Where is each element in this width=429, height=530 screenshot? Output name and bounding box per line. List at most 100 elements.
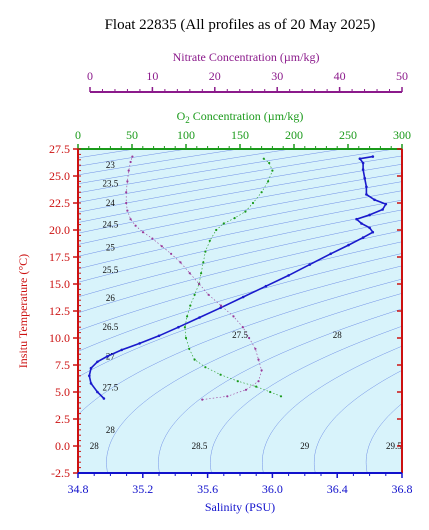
oxygen-axis-title-rest: Concentration (µm/kg): [190, 109, 304, 123]
density-contour-label-8: 27: [106, 351, 116, 361]
series-oxygen-point-3: [236, 380, 239, 383]
series-salinity-point-6: [105, 355, 109, 358]
series-salinity-point-26: [384, 202, 388, 206]
density-contour-label-7: 26.5: [103, 322, 119, 332]
series-salinity-point-23: [355, 217, 358, 221]
density-contour-line-21: [78, 253, 402, 352]
series-salinity-point-18: [347, 243, 350, 247]
series-nitrate-point-5: [257, 358, 260, 361]
density-contour-line-30: [418, 133, 429, 479]
density-contour-line-23: [78, 278, 402, 416]
series-nitrate-point-8: [241, 326, 244, 329]
series-salinity-point-15: [287, 274, 290, 277]
salinity-tick-label-5: 36.8: [392, 482, 413, 496]
series-nitrate-point-21: [126, 209, 129, 212]
series-nitrate-point-15: [170, 252, 173, 255]
density-contour-labels: 23 23.5 24 24.5 25 25.5 26 26.5 27 27.5 28 27.5 28 28…: [90, 160, 403, 451]
series-nitrate-line: [125, 156, 262, 400]
series-oxygen-point-19: [222, 222, 225, 225]
series-oxygen-point-9: [183, 326, 186, 329]
series-oxygen-point-7: [188, 347, 191, 350]
series-salinity-point-25: [381, 208, 384, 211]
series-salinity-point-4: [89, 366, 93, 370]
density-contour-line-27: [262, 345, 402, 473]
density-contour-label-1: 23.5: [103, 179, 119, 189]
temperature-tick-label-12: 27.5: [49, 142, 70, 156]
temperature-axis-title: Insitu Temperature (°C): [16, 254, 30, 368]
series-nitrate-point-16: [160, 245, 163, 248]
series-nitrate-point-12: [198, 282, 201, 286]
series-salinity-point-33: [358, 157, 362, 160]
density-contour-line-10: [78, 149, 397, 203]
oxygen-tick-label-2: 100: [177, 128, 195, 142]
series-nitrate-point-11: [207, 293, 210, 296]
density-contour-label-6: 26: [106, 293, 116, 303]
density-contour-label-3: 24.5: [103, 220, 119, 230]
series-salinity-point-13: [241, 295, 245, 299]
salinity-tick-label-0: 34.8: [68, 482, 89, 496]
density-contour-line-14: [78, 181, 402, 245]
series-nitrate-point-24: [126, 180, 129, 183]
density-contour-line-29: [365, 403, 402, 473]
series-salinity-point-8: [138, 342, 141, 345]
density-contour-line-2: [0, 133, 87, 479]
series-nitrate-point-26: [129, 160, 132, 164]
series-salinity-point-29: [365, 185, 368, 189]
series-oxygen-point-18: [215, 228, 218, 232]
series-salinity-point-28: [365, 193, 368, 196]
series-nitrate-point-17: [151, 237, 154, 240]
temperature-tick-label-4: 7.5: [55, 358, 70, 372]
series-nitrate-point-1: [226, 395, 229, 398]
series-salinity-point-19: [361, 236, 365, 239]
series-salinity-point-9: [157, 334, 161, 338]
series-salinity-point-24: [368, 213, 371, 217]
series-oxygen-point-14: [200, 272, 203, 275]
series-salinity-point-34: [371, 155, 375, 158]
series-oxygen-point-15: [202, 261, 205, 264]
series-nitrate-point-27: [131, 155, 134, 158]
series-oxygen-point-26: [268, 161, 271, 165]
density-contour-line-12: [78, 163, 402, 223]
series-oxygen-point-27: [262, 157, 265, 160]
series-nitrate-point-10: [219, 304, 223, 307]
salinity-tick-label-2: 35.6: [197, 482, 218, 496]
series-nitrate-point-14: [179, 261, 182, 264]
temperature-tick-label-8: 17.5: [49, 250, 70, 264]
temperature-tick-label-5: 10.0: [49, 331, 70, 345]
series-salinity-point-32: [361, 161, 365, 165]
series-nitrate-point-4: [260, 369, 263, 372]
chart-title: Float 22835 (All profiles as of 20 May 2…: [105, 17, 376, 33]
density-contour-label-10: 28: [106, 425, 116, 435]
oxygen-axis-ticks: 0 50 100 150 200 250 300: [75, 128, 411, 149]
temperature-tick-label-7: 15.0: [49, 277, 70, 291]
series-oxygen-point-11: [189, 304, 192, 307]
series-nitrate-point-13: [188, 272, 191, 275]
nitrate-tick-label-1: 10: [146, 69, 158, 83]
series-salinity-point-7: [120, 348, 123, 352]
series-salinity-point-27: [373, 198, 376, 202]
series-oxygen-point-20: [233, 217, 236, 220]
series-salinity-point-2: [89, 382, 93, 385]
density-contour-label-5: 25.5: [103, 265, 119, 275]
series-oxygen-point-10: [186, 315, 189, 318]
oxygen-tick-label-0: 0: [75, 128, 81, 142]
density-contour-label-13: 28: [90, 441, 100, 451]
density-contour-line-11: [78, 155, 402, 213]
temperature-tick-label-11: 25.0: [49, 169, 70, 183]
series-nitrate-point-20: [129, 218, 132, 221]
temperature-tick-label-6: 12.5: [49, 304, 70, 318]
density-contour-label-11: 27.5: [232, 330, 248, 340]
series-nitrate-point-18: [141, 231, 145, 234]
series-nitrate-point-25: [127, 169, 130, 172]
temperature-tick-label-9: 20.0: [49, 223, 70, 237]
series-nitrate-point-23: [125, 191, 128, 194]
nitrate-tick-label-3: 30: [271, 69, 283, 83]
series-nitrate-point-19: [134, 224, 137, 227]
data-series: [88, 155, 388, 401]
density-contour-line-26: [210, 325, 402, 473]
density-contour-label-15: 29: [300, 441, 310, 451]
series-salinity-point-3: [88, 374, 91, 378]
temperature-tick-label-2: 2.5: [55, 412, 70, 426]
density-contour-line-25: [158, 308, 402, 473]
series-salinity-point-16: [308, 263, 312, 266]
